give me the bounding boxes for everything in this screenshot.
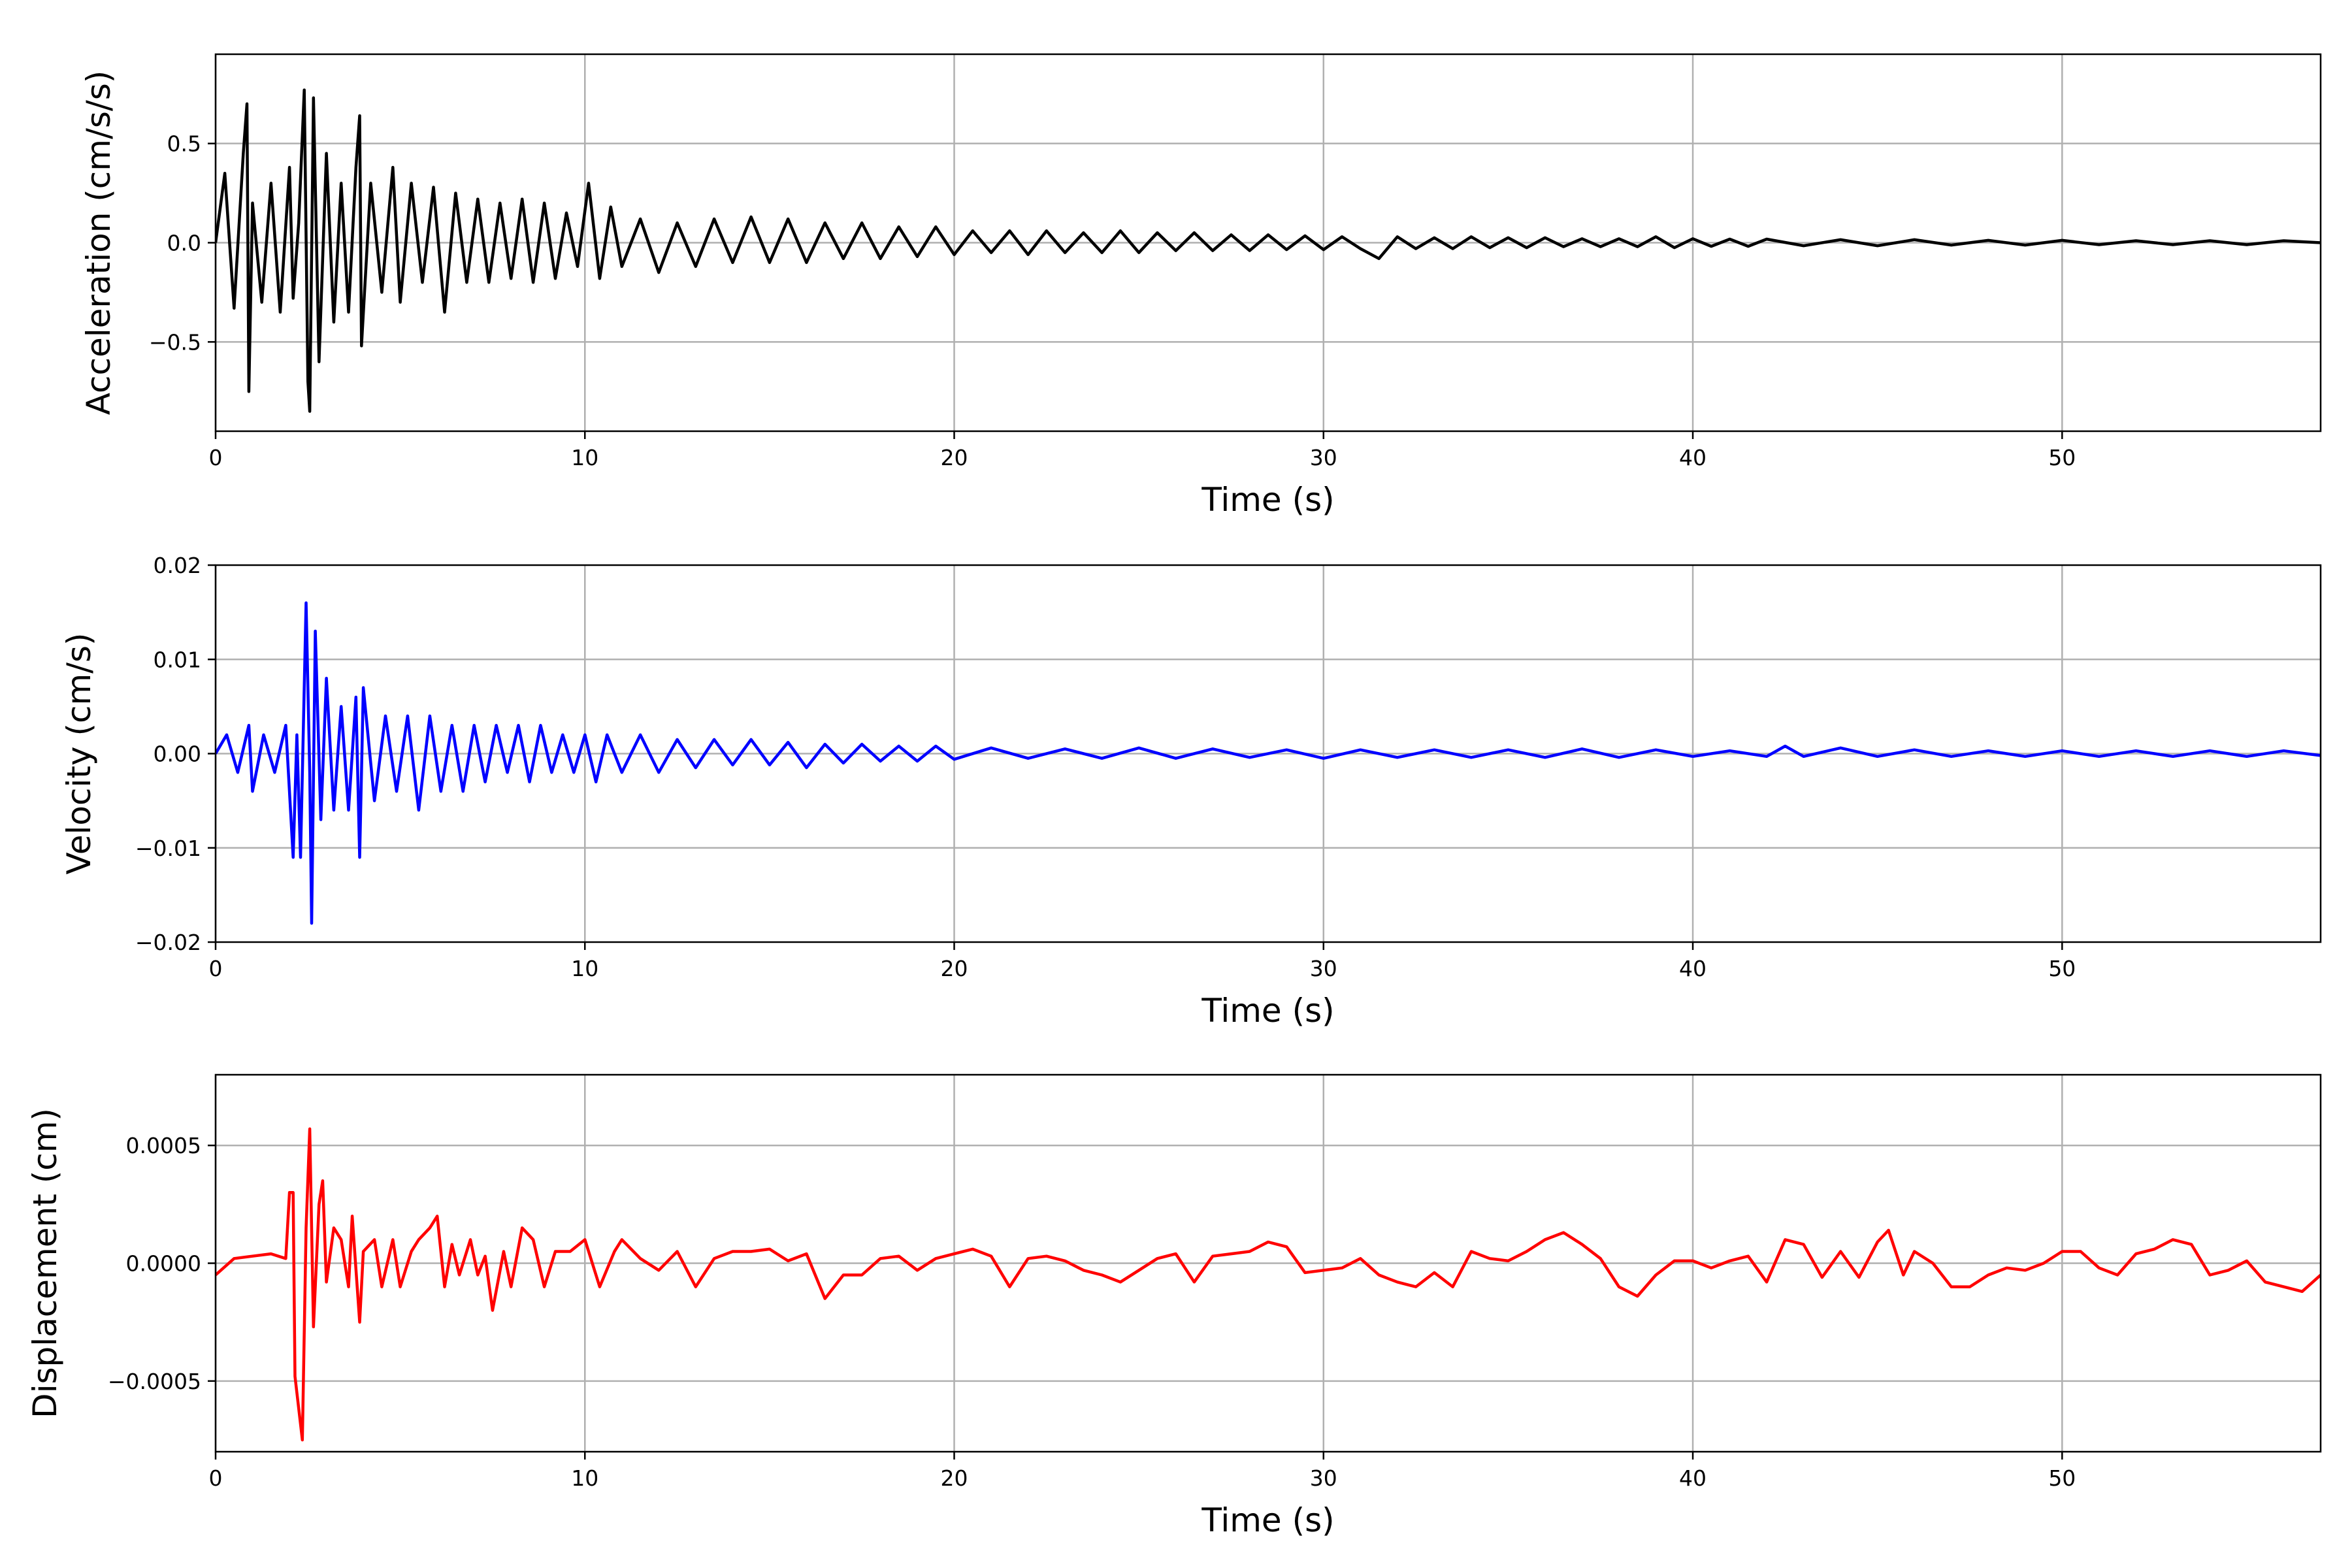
y-tick-label: 0.5 <box>167 131 201 157</box>
x-tick-label: 20 <box>941 445 968 470</box>
x-tick-label: 50 <box>2048 1465 2076 1491</box>
x-axis-label: Time (s) <box>1201 1501 1334 1539</box>
y-axis-label: Displacement (cm) <box>26 1108 64 1418</box>
y-tick-label: 0.0005 <box>126 1133 201 1158</box>
y-tick-label: −0.01 <box>135 836 201 861</box>
x-tick-label: 30 <box>1310 445 1337 470</box>
y-tick-label: 0.00 <box>154 742 201 767</box>
y-tick-label: 0.0000 <box>126 1251 201 1277</box>
x-tick-label: 0 <box>209 956 223 981</box>
x-tick-label: 40 <box>1679 956 1707 981</box>
x-tick-label: 40 <box>1679 1465 1707 1491</box>
y-tick-label: 0.02 <box>154 553 201 578</box>
acceleration-series-line <box>216 88 2321 413</box>
x-tick-label: 30 <box>1310 1465 1337 1491</box>
x-tick-label: 50 <box>2048 956 2076 981</box>
y-tick-label: −0.5 <box>149 329 201 355</box>
y-axis-label: Acceleration (cm/s/s) <box>80 71 118 416</box>
x-tick-label: 20 <box>941 1465 968 1491</box>
x-axis-label: Time (s) <box>1201 992 1334 1030</box>
velocity-subplot: 0 10 20 30 40 50 −0.02 −0.01 0.00 0.01 0.02 Time (s… <box>60 553 2322 1030</box>
y-tick-label: 0.0 <box>167 231 201 256</box>
x-tick-label: 20 <box>941 956 968 981</box>
velocity-series-line <box>216 601 2321 925</box>
x-tick-label: 0 <box>209 1465 223 1491</box>
x-tick-label: 50 <box>2048 445 2076 470</box>
y-tick-label: −0.0005 <box>108 1369 201 1394</box>
x-tick-label: 10 <box>571 956 598 981</box>
x-tick-label: 10 <box>571 445 598 470</box>
x-axis-label: Time (s) <box>1201 481 1334 519</box>
x-tick-label: 10 <box>571 1465 598 1491</box>
y-axis-label: Velocity (cm/s) <box>60 632 98 874</box>
x-tick-label: 0 <box>209 445 223 470</box>
y-tick-label: 0.01 <box>154 647 201 672</box>
displacement-series-line <box>216 1127 2321 1442</box>
x-tick-label: 30 <box>1310 956 1337 981</box>
x-tick-label: 40 <box>1679 445 1707 470</box>
y-tick-label: −0.02 <box>135 930 201 955</box>
acceleration-subplot: 0 10 20 30 40 50 −0.5 0.0 0.5 Time (s) Acceleratio… <box>80 53 2322 519</box>
displacement-subplot: 0 10 20 30 40 50 −0.0005 0.0000 0.0005 Time (s) Di… <box>26 1073 2322 1539</box>
